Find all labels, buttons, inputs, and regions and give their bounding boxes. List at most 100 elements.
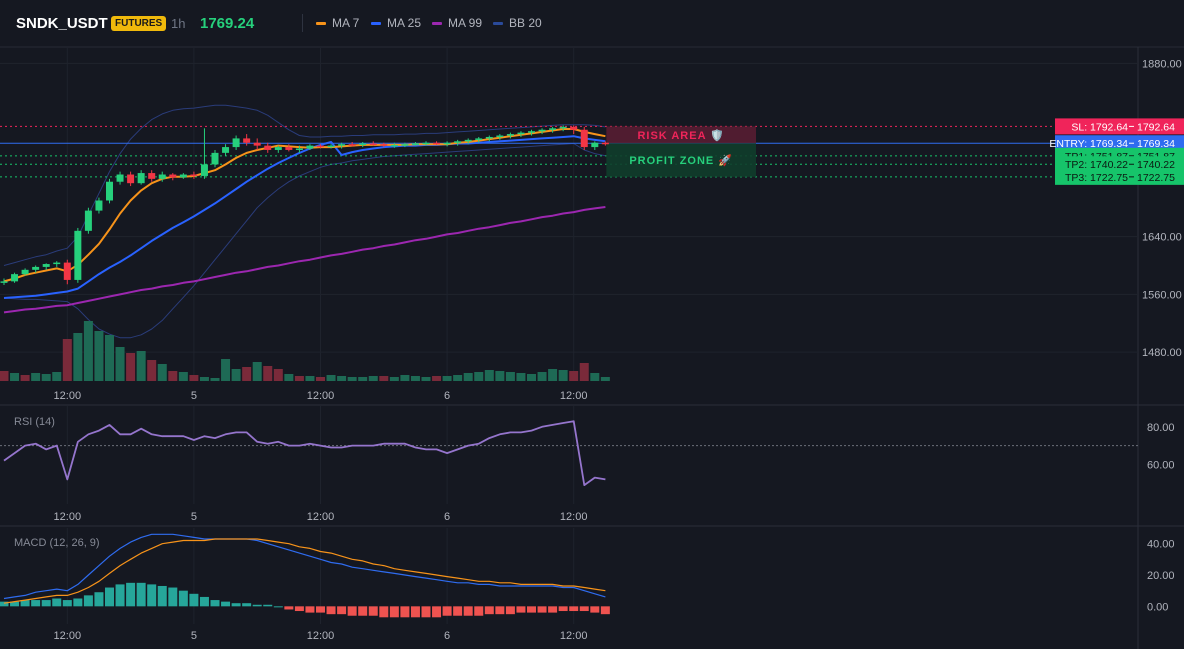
macd-histogram-bar bbox=[358, 606, 368, 616]
candle-body bbox=[243, 138, 251, 143]
volume-bar bbox=[379, 376, 389, 381]
macd-histogram-bar bbox=[263, 604, 273, 607]
y-tick-label: 1480.00 bbox=[1142, 347, 1182, 359]
volume-bar bbox=[199, 377, 209, 381]
legend-label: BB 20 bbox=[509, 16, 542, 30]
volume-bar bbox=[157, 364, 167, 381]
macd-histogram-bar bbox=[94, 592, 104, 607]
x-tick-label: 12:00 bbox=[54, 630, 82, 642]
volume-bar bbox=[368, 376, 378, 381]
volume-bar bbox=[105, 335, 114, 381]
macd-histogram-bar bbox=[62, 600, 72, 607]
volume-bar bbox=[410, 376, 420, 381]
level-tag-tp3 bbox=[1055, 168, 1184, 185]
macd-signal-line bbox=[3, 538, 606, 604]
candle-body bbox=[63, 262, 71, 280]
macd-histogram-bar bbox=[252, 604, 262, 607]
candle-body bbox=[517, 132, 525, 135]
x-tick-label: 6 bbox=[444, 630, 450, 642]
macd-histogram-bar bbox=[495, 606, 505, 615]
x-tick-label: 6 bbox=[444, 511, 450, 523]
volume-bar bbox=[263, 366, 273, 381]
level-tag-label: TP2: 1740.22 bbox=[1065, 159, 1128, 171]
ma99-swatch bbox=[432, 21, 442, 25]
macd-histogram-bar bbox=[41, 600, 51, 607]
macd-y-tick-label: 20.00 bbox=[1147, 570, 1175, 582]
volume-bar bbox=[115, 347, 125, 381]
legend-ma99[interactable]: MA 99 bbox=[432, 16, 482, 30]
volume-bar bbox=[273, 369, 283, 381]
macd-histogram-bar bbox=[284, 606, 294, 610]
volume-bar bbox=[231, 369, 241, 381]
macd-histogram-bar bbox=[537, 606, 547, 613]
macd-macd-line bbox=[3, 533, 606, 600]
volume-bar bbox=[94, 331, 104, 381]
volume-bar bbox=[73, 333, 83, 381]
candle-body bbox=[359, 143, 367, 145]
volume-bar bbox=[453, 375, 463, 381]
main-overlays: RISK AREA 🛡️ PROFIT ZONE 🚀 bbox=[0, 104, 1055, 339]
candle-body bbox=[538, 129, 546, 132]
macd-histogram-bar bbox=[579, 606, 589, 612]
candle-body bbox=[274, 147, 282, 150]
volume-bar bbox=[569, 371, 579, 381]
legend-ma25[interactable]: MA 25 bbox=[371, 16, 421, 30]
candle-body bbox=[84, 210, 92, 231]
volume-bar bbox=[189, 375, 199, 381]
bb20-swatch bbox=[493, 21, 503, 25]
ma99-line bbox=[3, 206, 606, 314]
volume-bar bbox=[495, 371, 505, 381]
candle-body bbox=[475, 138, 483, 140]
volume-bar bbox=[326, 375, 336, 381]
macd-histogram-bar bbox=[389, 606, 399, 618]
x-tick-label: 5 bbox=[191, 630, 197, 642]
y-tick-label: 1880.00 bbox=[1142, 58, 1182, 70]
rsi-line bbox=[3, 420, 606, 487]
legend-label: MA 25 bbox=[387, 16, 422, 30]
risk-zone bbox=[606, 126, 756, 144]
macd-histogram-bar bbox=[83, 595, 93, 607]
macd-histogram-bar bbox=[590, 606, 600, 613]
ma25-swatch bbox=[371, 21, 381, 25]
volume-bar bbox=[463, 373, 473, 381]
candle-body bbox=[506, 134, 514, 136]
legend-ma7[interactable]: MA 7 bbox=[316, 16, 359, 30]
profit-zone bbox=[606, 143, 756, 177]
volume-bar bbox=[305, 376, 315, 381]
candle-body bbox=[422, 142, 430, 145]
x-tick-label: 5 bbox=[191, 390, 197, 402]
macd-histogram-bar bbox=[558, 606, 568, 612]
macd-histogram-bar bbox=[168, 587, 178, 607]
macd-histogram-bar bbox=[505, 606, 515, 615]
macd-histogram-bar bbox=[316, 606, 325, 613]
price-axes: 1880.00 1640.00 1560.00 1480.00 12:00 5 12:00 6… bbox=[54, 58, 1184, 642]
timeframe-label[interactable]: 1h bbox=[171, 16, 186, 31]
profit-zone-label: PROFIT ZONE 🚀 bbox=[629, 154, 733, 167]
candle-body bbox=[116, 174, 124, 182]
candle-body bbox=[601, 142, 609, 145]
candle-body bbox=[32, 266, 40, 270]
legend-bb20[interactable]: BB 20 bbox=[493, 16, 542, 30]
volume-bar bbox=[20, 375, 30, 381]
macd-histogram-bar bbox=[305, 606, 315, 613]
candle-body bbox=[53, 262, 61, 265]
x-tick-label: 12:00 bbox=[54, 390, 82, 402]
symbol-title[interactable]: SNDK_USDT bbox=[16, 15, 108, 32]
chart-header: SNDK_USDT FUTURES 1h 1769.24 MA 7 MA 25 … bbox=[0, 0, 1184, 46]
candle-body bbox=[591, 142, 599, 148]
candle-body bbox=[369, 143, 377, 145]
volume-bar bbox=[316, 377, 325, 381]
volume-bar bbox=[242, 367, 252, 381]
macd-histogram-bar bbox=[52, 598, 62, 607]
rsi-y-tick-label: 60.00 bbox=[1147, 459, 1175, 471]
macd-histogram-bar bbox=[242, 603, 252, 607]
volume-bar bbox=[484, 370, 494, 381]
macd-histogram-bar bbox=[516, 606, 526, 613]
volume-bar bbox=[294, 376, 304, 381]
volume-bar bbox=[168, 371, 178, 381]
level-tag-tp2 bbox=[1055, 156, 1184, 173]
macd-histogram-bar bbox=[421, 606, 431, 618]
volume-bar bbox=[527, 374, 536, 381]
volume-bar bbox=[83, 321, 93, 381]
